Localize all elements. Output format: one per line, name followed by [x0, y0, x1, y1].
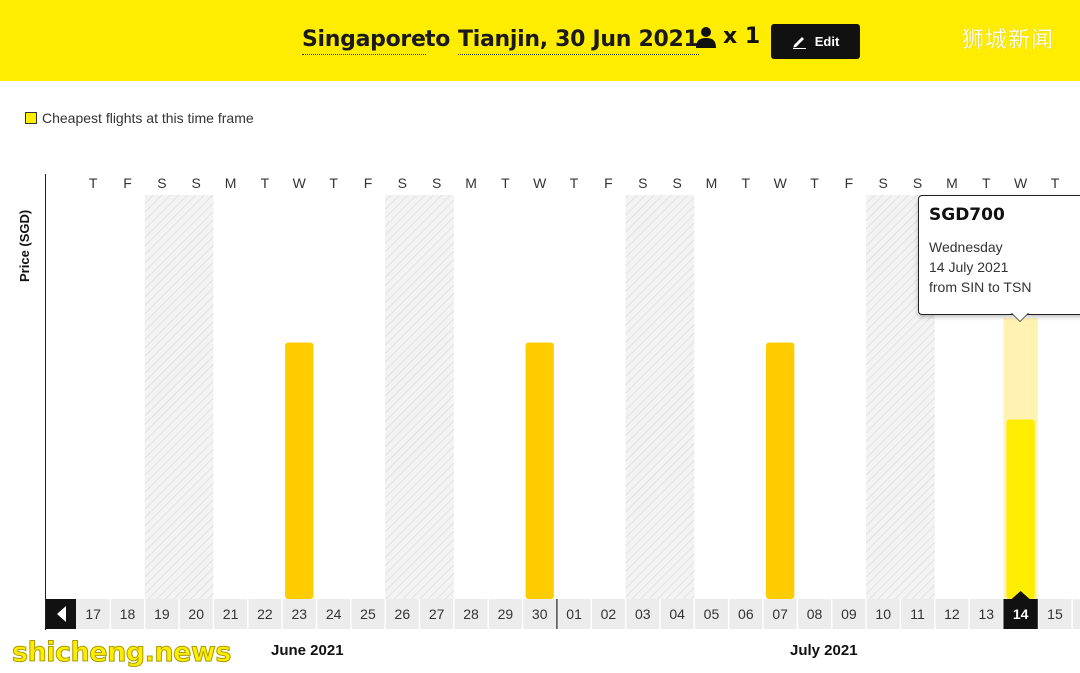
- selected-date-pointer: [1011, 591, 1030, 599]
- date-cell-label[interactable]: 19: [154, 606, 170, 622]
- price-bar: [525, 342, 554, 599]
- tooltip-date: 14 July 2021: [929, 259, 1009, 275]
- date-cell-label[interactable]: 17: [85, 606, 101, 622]
- weekday-label: W: [774, 175, 788, 191]
- price-bar-selected: [1006, 419, 1035, 599]
- weekday-label: T: [810, 175, 819, 191]
- date-cell-label[interactable]: 18: [120, 606, 136, 622]
- date-cell-label[interactable]: 10: [875, 606, 891, 622]
- date-cell-label[interactable]: 12: [944, 606, 960, 622]
- weekday-label: F: [123, 175, 132, 191]
- date-cell-label[interactable]: 14: [1013, 606, 1029, 622]
- weekday-label: F: [845, 175, 854, 191]
- tooltip-weekday: Wednesday: [929, 239, 1003, 255]
- date-cell-label[interactable]: 03: [635, 606, 651, 622]
- date-cell-label[interactable]: 08: [807, 606, 823, 622]
- price-tooltip: SGD700 Wednesday 14 July 2021 from SIN t…: [918, 195, 1080, 315]
- legend-swatch: [25, 112, 37, 124]
- date-cell-label[interactable]: 24: [326, 606, 342, 622]
- date-cell-label[interactable]: 29: [498, 606, 514, 622]
- weekday-label: S: [913, 175, 922, 191]
- weekday-label: T: [742, 175, 751, 191]
- weekday-label: M: [465, 175, 477, 191]
- tooltip-arrow-fill: [1012, 313, 1028, 321]
- weekend-shade: [385, 195, 420, 599]
- passenger-selector[interactable]: x 1: [694, 24, 760, 49]
- y-axis-line: [45, 174, 46, 630]
- legend-label: Cheapest flights at this time frame: [42, 110, 254, 126]
- weekday-label: T: [89, 175, 98, 191]
- weekday-label: S: [157, 175, 166, 191]
- weekday-label: T: [329, 175, 338, 191]
- weekend-shade: [144, 195, 180, 599]
- destination-and-date[interactable]: Tianjin, 30 Jun 2021: [458, 27, 699, 55]
- pencil-icon: [792, 37, 806, 49]
- date-cell-label[interactable]: 26: [395, 606, 411, 622]
- weekend-shade: [866, 195, 901, 599]
- date-cell-label[interactable]: 20: [188, 606, 204, 622]
- selected-date-cell: [1003, 599, 1038, 629]
- weekday-label: W: [533, 175, 547, 191]
- weekday-label: S: [879, 175, 888, 191]
- weekend-shade: [659, 195, 695, 599]
- legend: Cheapest flights at this time frame: [25, 110, 254, 126]
- weekday-label: S: [398, 175, 407, 191]
- weekend-shade: [179, 195, 214, 599]
- weekday-label: T: [982, 175, 991, 191]
- origin-city[interactable]: Singapore: [302, 27, 426, 55]
- chevron-left-icon: [57, 606, 66, 622]
- date-cell-label[interactable]: 25: [360, 606, 376, 622]
- tooltip-route: from SIN to TSN: [929, 279, 1032, 295]
- watermark-chinese: 狮城新闻: [962, 28, 1055, 53]
- date-cell-label[interactable]: 21: [223, 606, 239, 622]
- weekday-label: T: [1051, 175, 1060, 191]
- edit-button[interactable]: Edit: [771, 24, 860, 59]
- tooltip-price: SGD700: [929, 205, 1005, 225]
- weekend-shade: [625, 195, 660, 599]
- date-cell-label[interactable]: 06: [738, 606, 754, 622]
- weekday-label: T: [570, 175, 579, 191]
- weekday-label: W: [1014, 175, 1028, 191]
- price-bar: [766, 342, 795, 599]
- date-cell-label[interactable]: 15: [1047, 606, 1063, 622]
- date-cell-label[interactable]: 05: [704, 606, 720, 622]
- date-cell-label[interactable]: 13: [978, 606, 994, 622]
- weekday-label: S: [638, 175, 647, 191]
- weekday-label: S: [672, 175, 681, 191]
- date-cell-label[interactable]: 02: [601, 606, 617, 622]
- date-cell-label[interactable]: 07: [772, 606, 788, 622]
- weekday-label: F: [364, 175, 373, 191]
- date-cell-label[interactable]: 27: [429, 606, 445, 622]
- top-bar: Singapore to Tianjin, 30 Jun 2021 x 1 Ed…: [0, 0, 1080, 81]
- date-cell-label[interactable]: 23: [291, 606, 307, 622]
- weekday-label: M: [946, 175, 958, 191]
- price-bar: [285, 342, 314, 599]
- weekday-label: W: [293, 175, 307, 191]
- weekday-label: S: [192, 175, 201, 191]
- weekday-label: M: [225, 175, 237, 191]
- person-icon: [696, 26, 716, 48]
- date-cell-label[interactable]: 11: [910, 606, 925, 622]
- date-cell-label[interactable]: 01: [566, 606, 582, 622]
- date-cell-label[interactable]: 04: [669, 606, 685, 622]
- route-connector: to: [425, 27, 451, 52]
- edit-button-label: Edit: [814, 34, 840, 49]
- date-cell-label[interactable]: 30: [532, 606, 548, 622]
- weekend-shade: [419, 195, 454, 599]
- date-strip: [46, 599, 1080, 629]
- weekday-label: T: [261, 175, 270, 191]
- passenger-count: x 1: [723, 24, 761, 49]
- month-label-july: July 2021: [790, 642, 858, 659]
- weekday-label: T: [501, 175, 510, 191]
- watermark-english: shicheng.news: [12, 637, 232, 669]
- month-label-june: June 2021: [271, 642, 344, 659]
- weekday-label: F: [604, 175, 613, 191]
- date-cell-label[interactable]: 28: [463, 606, 479, 622]
- date-cell-label[interactable]: 22: [257, 606, 273, 622]
- weekday-label: M: [706, 175, 718, 191]
- date-cell-label[interactable]: 09: [841, 606, 857, 622]
- weekday-label: S: [432, 175, 441, 191]
